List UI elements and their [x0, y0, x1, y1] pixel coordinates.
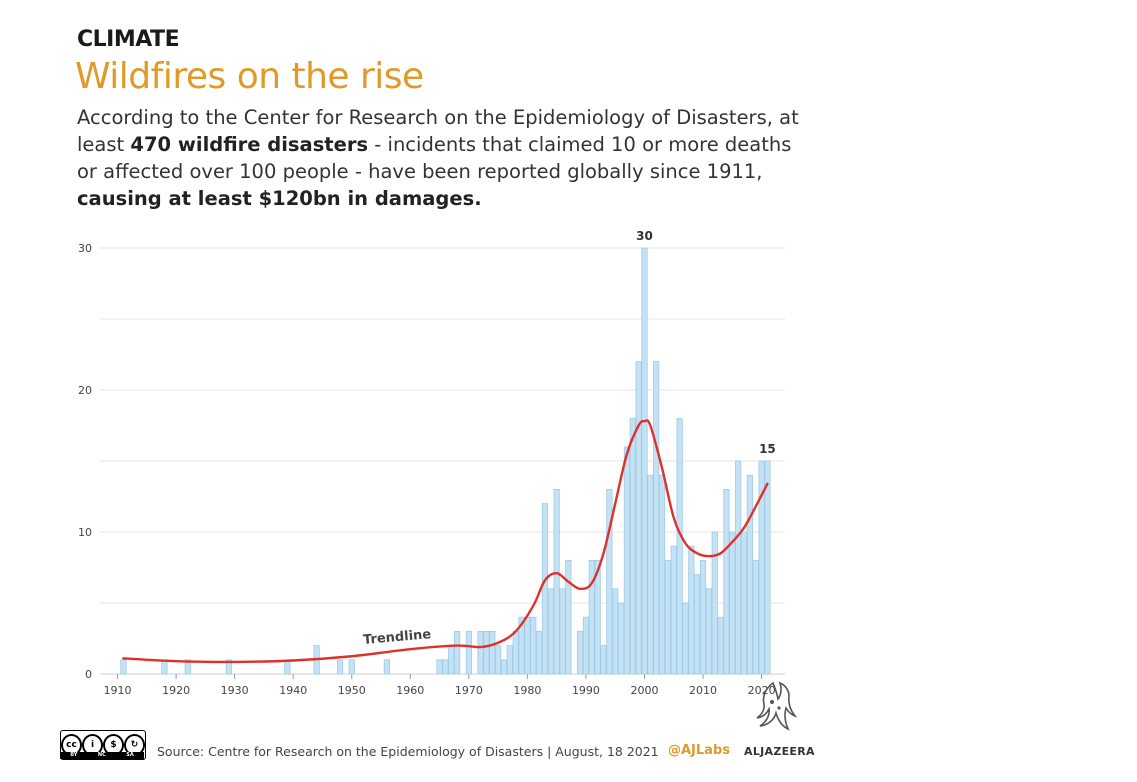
x-tick-label: 2010 — [689, 684, 717, 697]
bar — [465, 631, 472, 675]
bar — [530, 616, 537, 675]
bar — [717, 616, 724, 675]
footer: cc i $ ↻ BY NC SA Source: Centre for Res… — [60, 730, 820, 770]
bar — [711, 531, 718, 675]
chart-title: Wildfires on the rise — [75, 56, 424, 97]
x-tick-label: 2000 — [630, 684, 658, 697]
bar — [612, 588, 619, 675]
bar — [600, 645, 607, 675]
bar — [746, 474, 753, 675]
subtitle-text: According to the Center for Research on … — [77, 106, 799, 156]
bar — [647, 474, 654, 675]
bar — [582, 616, 590, 675]
bar — [383, 659, 390, 675]
kicker: CLIMATE — [77, 27, 180, 52]
x-tick-label: 1920 — [162, 684, 190, 697]
x-tick-label: 1930 — [221, 684, 249, 697]
bar — [477, 631, 484, 675]
x-tick-label: 1990 — [572, 684, 600, 697]
x-tick-label: 1940 — [279, 684, 307, 697]
bar — [705, 588, 712, 675]
bar — [658, 474, 666, 675]
bar — [588, 560, 595, 675]
x-tick-label: 1970 — [455, 684, 483, 697]
bar — [518, 616, 525, 675]
brand-name: ALJAZEERA — [744, 745, 815, 758]
bar — [694, 574, 701, 675]
bar — [500, 659, 508, 675]
source-note: Source: Centre for Research on the Epide… — [157, 744, 659, 759]
x-tick-label: 1960 — [396, 684, 424, 697]
bar — [536, 631, 543, 675]
bar — [653, 361, 660, 675]
bar — [454, 631, 461, 675]
bar — [729, 531, 736, 675]
bar — [184, 659, 191, 675]
cc-term: BY — [70, 752, 78, 758]
subtitle-highlight: causing at least $120bn in damages. — [77, 187, 482, 210]
bar — [553, 488, 560, 675]
bar — [336, 659, 344, 675]
y-tick-label: 20 — [78, 384, 92, 397]
trendline-label: Trendline — [363, 627, 432, 648]
bar — [541, 503, 549, 675]
aljazeera-logo-icon — [756, 681, 798, 731]
x-tick-label: 1980 — [513, 684, 541, 697]
y-tick-label: 10 — [78, 526, 92, 539]
bar — [688, 545, 695, 675]
bar — [489, 631, 496, 675]
bar — [641, 247, 648, 675]
bar — [670, 545, 677, 675]
bar — [735, 460, 742, 675]
bar — [559, 588, 566, 675]
bar — [524, 616, 531, 675]
subtitle-text: - incidents that claimed 10 or more deat… — [77, 133, 792, 183]
bar — [576, 631, 584, 675]
x-tick-label: 1910 — [104, 684, 132, 697]
subtitle-highlight: 470 wildfire disasters — [130, 133, 369, 156]
bar — [635, 361, 642, 675]
twitter-handle[interactable]: @AJLabs — [668, 743, 730, 758]
bar — [594, 560, 601, 675]
bar — [495, 645, 502, 675]
bar — [617, 602, 625, 675]
bar — [676, 417, 683, 675]
bar — [764, 460, 771, 675]
data-label: 30 — [636, 229, 653, 243]
cc-terms: BY NC SA — [60, 752, 144, 759]
bar — [225, 659, 232, 675]
bar — [448, 645, 455, 675]
bar — [483, 631, 490, 675]
x-tick-label: 1950 — [338, 684, 366, 697]
bar — [565, 560, 572, 675]
bar — [512, 631, 519, 675]
bar — [752, 560, 759, 675]
bar — [723, 488, 730, 675]
bar — [664, 560, 671, 675]
bar — [442, 659, 449, 675]
cc-term: SA — [126, 752, 134, 758]
trendline — [122, 419, 769, 664]
bar — [699, 560, 707, 675]
bar — [120, 659, 127, 675]
bar — [547, 588, 554, 675]
bar — [758, 460, 765, 675]
bar — [348, 659, 355, 675]
chart-subtitle: According to the Center for Research on … — [77, 104, 817, 212]
y-tick-label: 30 — [78, 242, 92, 255]
bar — [682, 602, 689, 675]
bar — [623, 446, 631, 675]
bar — [740, 531, 748, 675]
cc-term: NC — [97, 752, 106, 758]
bar — [629, 417, 636, 675]
bar — [506, 645, 513, 675]
bar — [436, 659, 443, 675]
data-label: 15 — [759, 442, 776, 456]
y-tick-label: 0 — [85, 668, 92, 681]
bar — [606, 488, 613, 675]
